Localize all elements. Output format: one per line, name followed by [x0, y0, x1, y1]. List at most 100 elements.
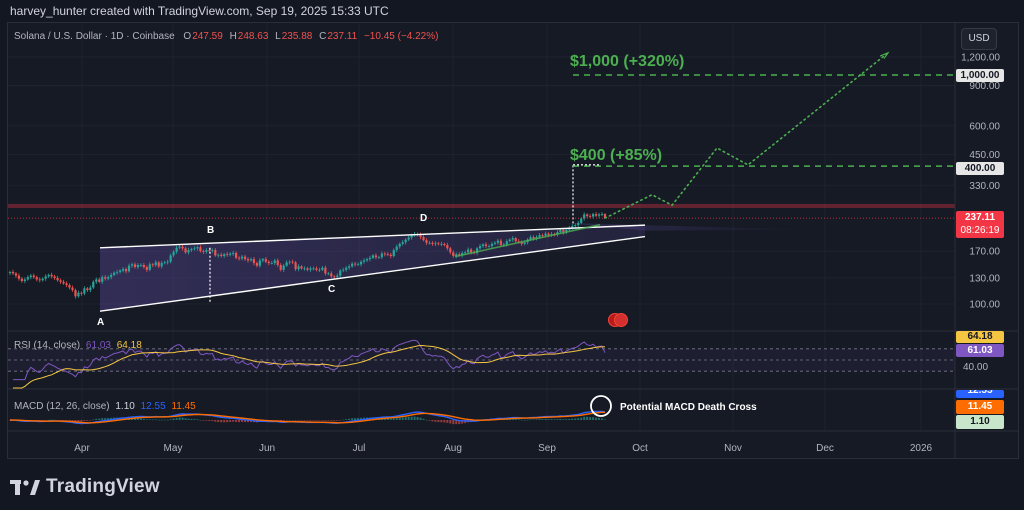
candle-body [600, 214, 604, 215]
macd-hist-bar [77, 420, 80, 422]
candle-body [181, 246, 184, 249]
candle-body [374, 255, 378, 258]
candle-body [294, 262, 297, 270]
macd-hist-bar [232, 420, 235, 422]
macd-hist-bar [345, 419, 348, 420]
current-price: 237.11 [964, 212, 996, 223]
macd-hist-bar [589, 417, 592, 420]
macd-hist-bar [193, 419, 196, 420]
wedge-fill [100, 225, 645, 312]
pivot-label-c: C [328, 284, 336, 295]
macd-hist-bar [241, 420, 244, 423]
candle-body [321, 267, 324, 270]
candle-body [589, 216, 592, 217]
candle-body [133, 264, 137, 268]
candle-body [53, 276, 56, 278]
macd-hist-bar [461, 420, 464, 424]
candle-body [205, 250, 208, 252]
macd-hist-bar [238, 420, 241, 423]
currency-button[interactable]: USD [961, 28, 997, 50]
macd-hist-bar [556, 419, 559, 420]
rsi-line [12, 339, 606, 381]
macd-hist-bar [601, 418, 604, 420]
macd-hist-bar [190, 418, 193, 420]
candle-body [148, 264, 151, 270]
candle-body [303, 268, 306, 270]
legend-change: −10.45 (−4.22%) [363, 31, 439, 42]
macd-hist-bar [142, 418, 145, 420]
candle-body [342, 269, 345, 271]
macd-hist-bar [416, 416, 419, 420]
macd-hist-bar [196, 419, 199, 420]
candle-body [11, 271, 15, 274]
candle-body [282, 265, 285, 270]
candle-body [20, 278, 23, 282]
macd-hist-bar [315, 420, 318, 421]
candle-body [74, 290, 77, 297]
macd-hist-bar [41, 420, 44, 421]
candle-body [249, 259, 253, 261]
candle-body [226, 254, 229, 255]
macd-hist-bar [229, 420, 232, 422]
macd-hist-bar [288, 420, 291, 421]
candle-body [398, 243, 401, 247]
candle-body [586, 214, 589, 217]
candle-body [431, 242, 434, 244]
x-tick-label: Oct [632, 443, 648, 454]
macd-hist-bar [47, 419, 50, 421]
candle-body [493, 242, 497, 244]
macd-hist-bar [598, 418, 601, 420]
macd-hist-bar [398, 417, 401, 420]
candle-body [407, 237, 410, 240]
candle-body [535, 237, 538, 239]
tradingview-logo: TradingView [10, 476, 160, 498]
candle-body [80, 292, 83, 294]
macd-hist-bar [360, 417, 363, 420]
macd-hist-bar [89, 420, 92, 421]
candle-body [511, 238, 514, 240]
candle-body [348, 266, 351, 268]
macd-signal-badge: 12.55 [956, 390, 1004, 398]
candle-body [175, 247, 178, 252]
macd-hist-bar [386, 418, 389, 420]
macd-hist-bar [83, 420, 86, 422]
legend-low: 235.88 [281, 31, 313, 42]
candle-body [240, 256, 244, 259]
macd-hist-bar [71, 420, 74, 422]
macd-hist-bar [431, 420, 434, 422]
candle-body [163, 262, 166, 264]
candle-body [154, 262, 157, 266]
candle-body [464, 252, 467, 254]
macd-hist-bar [520, 419, 523, 421]
macd-signal-value: 12.55 [140, 401, 166, 412]
candle-body [237, 257, 241, 259]
macd-hist-bar [553, 419, 556, 420]
candle-body [356, 264, 360, 266]
macd-label: MACD (12, 26, close) [14, 401, 110, 412]
macd-hist-bar [300, 420, 303, 421]
macd-hist-bar [65, 420, 68, 421]
macd-hist-bar [434, 420, 437, 422]
candle-body [583, 214, 586, 219]
y-tick-label: 450.00 [969, 150, 1000, 161]
candle-body [508, 239, 511, 242]
macd-hist-bar [38, 420, 41, 421]
candle-body [386, 254, 389, 255]
macd-death-cross-note: Potential MACD Death Cross [620, 402, 757, 413]
candle-body [538, 235, 541, 238]
macd-hist-bar [154, 419, 157, 420]
candle-body [312, 268, 315, 270]
rsi-ma-badge: 64.18 [956, 331, 1004, 343]
candle-body [44, 276, 47, 279]
candle-body [452, 252, 455, 257]
candle-body [270, 263, 273, 264]
price-badge-1000: 1,000.00 [956, 69, 1004, 82]
candle-body [47, 274, 50, 277]
macd-hist-badge: 11.45 [956, 400, 1004, 414]
macd-hist-bar [199, 419, 202, 421]
macd-hist-bar [336, 420, 339, 421]
y-tick-label: 130.00 [969, 273, 1000, 284]
legend-high-label: H [229, 31, 237, 42]
candle-body [523, 242, 526, 244]
